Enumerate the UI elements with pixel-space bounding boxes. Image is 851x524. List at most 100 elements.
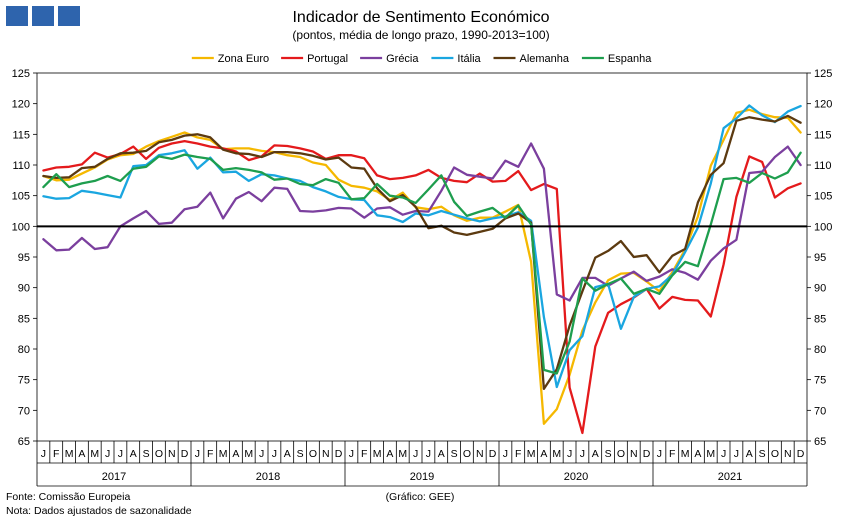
month-label: M bbox=[681, 448, 690, 460]
legend-item-zona-euro: Zona Euro bbox=[191, 53, 269, 65]
y-tick-label-left: 70 bbox=[18, 405, 30, 417]
month-label: M bbox=[552, 448, 561, 460]
month-label: M bbox=[527, 448, 536, 460]
month-label: J bbox=[118, 448, 123, 460]
month-label: M bbox=[706, 448, 715, 460]
legend-item-alemanha: Alemanha bbox=[493, 53, 570, 65]
y-tick-label-left: 115 bbox=[12, 129, 30, 141]
y-tick-label-right: 115 bbox=[814, 129, 832, 141]
month-label: D bbox=[489, 448, 497, 460]
month-label: M bbox=[373, 448, 382, 460]
seasonal-note: Nota: Dados ajustados de sazonalidade bbox=[6, 505, 192, 517]
month-label: S bbox=[143, 448, 150, 460]
month-label: S bbox=[759, 448, 766, 460]
y-tick-label-right: 80 bbox=[814, 344, 826, 356]
y-axis-left: 65 70 75 80 85 90 95 100 105 110 115 120 125 bbox=[12, 68, 37, 448]
month-label: O bbox=[309, 448, 317, 460]
series-line-zona-euro bbox=[42, 108, 802, 425]
series-line-alemanha bbox=[42, 114, 802, 391]
month-label: F bbox=[515, 448, 521, 460]
plot-area bbox=[36, 72, 808, 442]
month-label: J bbox=[657, 448, 662, 460]
legend-label: Itália bbox=[457, 53, 481, 65]
month-label: M bbox=[219, 448, 228, 460]
month-label: F bbox=[361, 448, 367, 460]
month-label: O bbox=[771, 448, 779, 460]
y-tick-label-right: 65 bbox=[814, 436, 826, 448]
month-label: D bbox=[797, 448, 805, 460]
month-label: N bbox=[322, 448, 330, 460]
series-line-espanha bbox=[42, 151, 802, 375]
y-tick-label-right: 75 bbox=[814, 375, 826, 387]
year-label-2021: 2021 bbox=[718, 471, 742, 483]
logo-square-2 bbox=[32, 6, 54, 26]
year-label-2017: 2017 bbox=[102, 471, 126, 483]
y-tick-label-right: 105 bbox=[814, 191, 832, 203]
series-line-itália bbox=[42, 104, 802, 389]
month-label: J bbox=[195, 448, 200, 460]
graph-credit: (Gráfico: GEE) bbox=[386, 491, 455, 503]
month-label: F bbox=[207, 448, 213, 460]
month-label: A bbox=[232, 448, 239, 460]
y-tick-label-left: 110 bbox=[12, 160, 30, 172]
y-tick-label-left: 80 bbox=[18, 344, 30, 356]
chart-title: Indicador de Sentimento Económico bbox=[292, 9, 549, 26]
legend-item-itália: Itália bbox=[431, 53, 482, 65]
month-label: J bbox=[426, 448, 431, 460]
legend-label: Espanha bbox=[608, 53, 652, 65]
month-label: S bbox=[297, 448, 304, 460]
y-tick-label-left: 85 bbox=[18, 313, 30, 325]
series-lines bbox=[42, 104, 802, 435]
month-label: M bbox=[65, 448, 74, 460]
y-tick-label-left: 65 bbox=[18, 436, 30, 448]
y-tick-label-left: 125 bbox=[12, 68, 30, 80]
y-tick-label-right: 125 bbox=[814, 68, 832, 80]
month-label: M bbox=[90, 448, 99, 460]
source-note: Fonte: Comissão Europeia bbox=[6, 491, 130, 503]
month-label: M bbox=[244, 448, 253, 460]
month-label: J bbox=[721, 448, 726, 460]
year-label-2019: 2019 bbox=[410, 471, 434, 483]
month-label: J bbox=[259, 448, 264, 460]
month-label: N bbox=[476, 448, 484, 460]
month-label: S bbox=[451, 448, 458, 460]
month-label: J bbox=[41, 448, 46, 460]
year-label-2018: 2018 bbox=[256, 471, 280, 483]
month-label: A bbox=[540, 448, 547, 460]
legend-label: Portugal bbox=[307, 53, 348, 65]
y-tick-label-right: 90 bbox=[814, 283, 826, 295]
legend: Zona Euro Portugal Grécia Itália Alemanha Esp… bbox=[191, 53, 652, 65]
legend-item-grécia: Grécia bbox=[360, 53, 419, 65]
month-label: F bbox=[669, 448, 675, 460]
series-line-grécia bbox=[42, 142, 802, 302]
month-label: A bbox=[592, 448, 599, 460]
month-label: J bbox=[105, 448, 110, 460]
y-tick-label-right: 100 bbox=[814, 221, 832, 233]
y-tick-label-left: 105 bbox=[12, 191, 30, 203]
month-label: J bbox=[413, 448, 418, 460]
month-label: J bbox=[734, 448, 739, 460]
month-label: J bbox=[503, 448, 508, 460]
month-label: A bbox=[746, 448, 753, 460]
series-line-portugal bbox=[42, 139, 802, 435]
month-label: J bbox=[272, 448, 277, 460]
y-tick-label-left: 95 bbox=[18, 252, 30, 264]
month-label: O bbox=[155, 448, 163, 460]
y-tick-label-right: 120 bbox=[814, 99, 832, 111]
month-label: D bbox=[643, 448, 651, 460]
month-label: A bbox=[78, 448, 85, 460]
month-label: N bbox=[784, 448, 792, 460]
logo-square-1 bbox=[6, 6, 28, 26]
legend-label: Zona Euro bbox=[218, 53, 269, 65]
logo-square-3 bbox=[58, 6, 80, 26]
month-label: A bbox=[130, 448, 137, 460]
y-axis-right: 65 70 75 80 85 90 95 100 105 110 115 120 125 bbox=[807, 68, 832, 448]
y-tick-label-left: 120 bbox=[12, 99, 30, 111]
y-tick-label-right: 110 bbox=[814, 160, 832, 172]
y-tick-label-right: 95 bbox=[814, 252, 826, 264]
month-label: J bbox=[349, 448, 354, 460]
month-label: J bbox=[567, 448, 572, 460]
